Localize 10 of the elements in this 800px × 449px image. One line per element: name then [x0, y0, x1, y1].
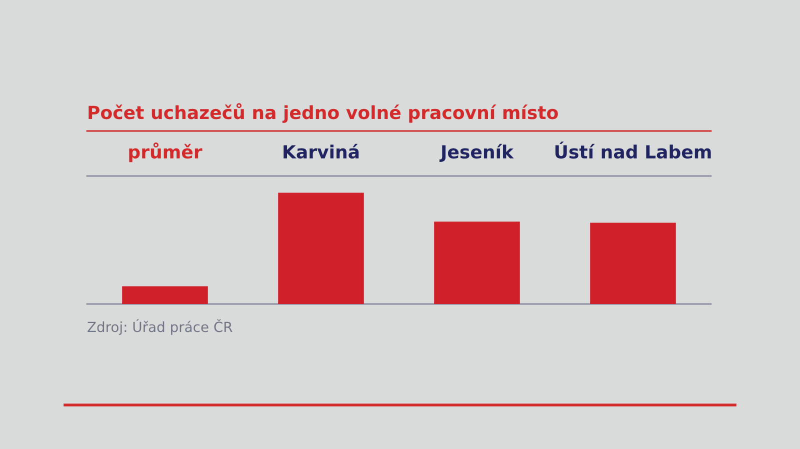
x-tick-label: Karviná — [284, 144, 359, 159]
text: Zdroj: Úřad práce ČR — [88, 319, 232, 335]
bar — [122, 286, 208, 304]
bar — [278, 192, 364, 304]
bar — [434, 222, 520, 304]
chart-title: Počet uchazečů na jedno volné pracovní místo — [88, 103, 558, 123]
x-tick-label: průměr — [129, 142, 202, 162]
x-tick-label: Ústí nad Labem — [555, 142, 711, 159]
bar — [590, 222, 676, 304]
x-tick-label: Jeseník — [439, 144, 514, 162]
